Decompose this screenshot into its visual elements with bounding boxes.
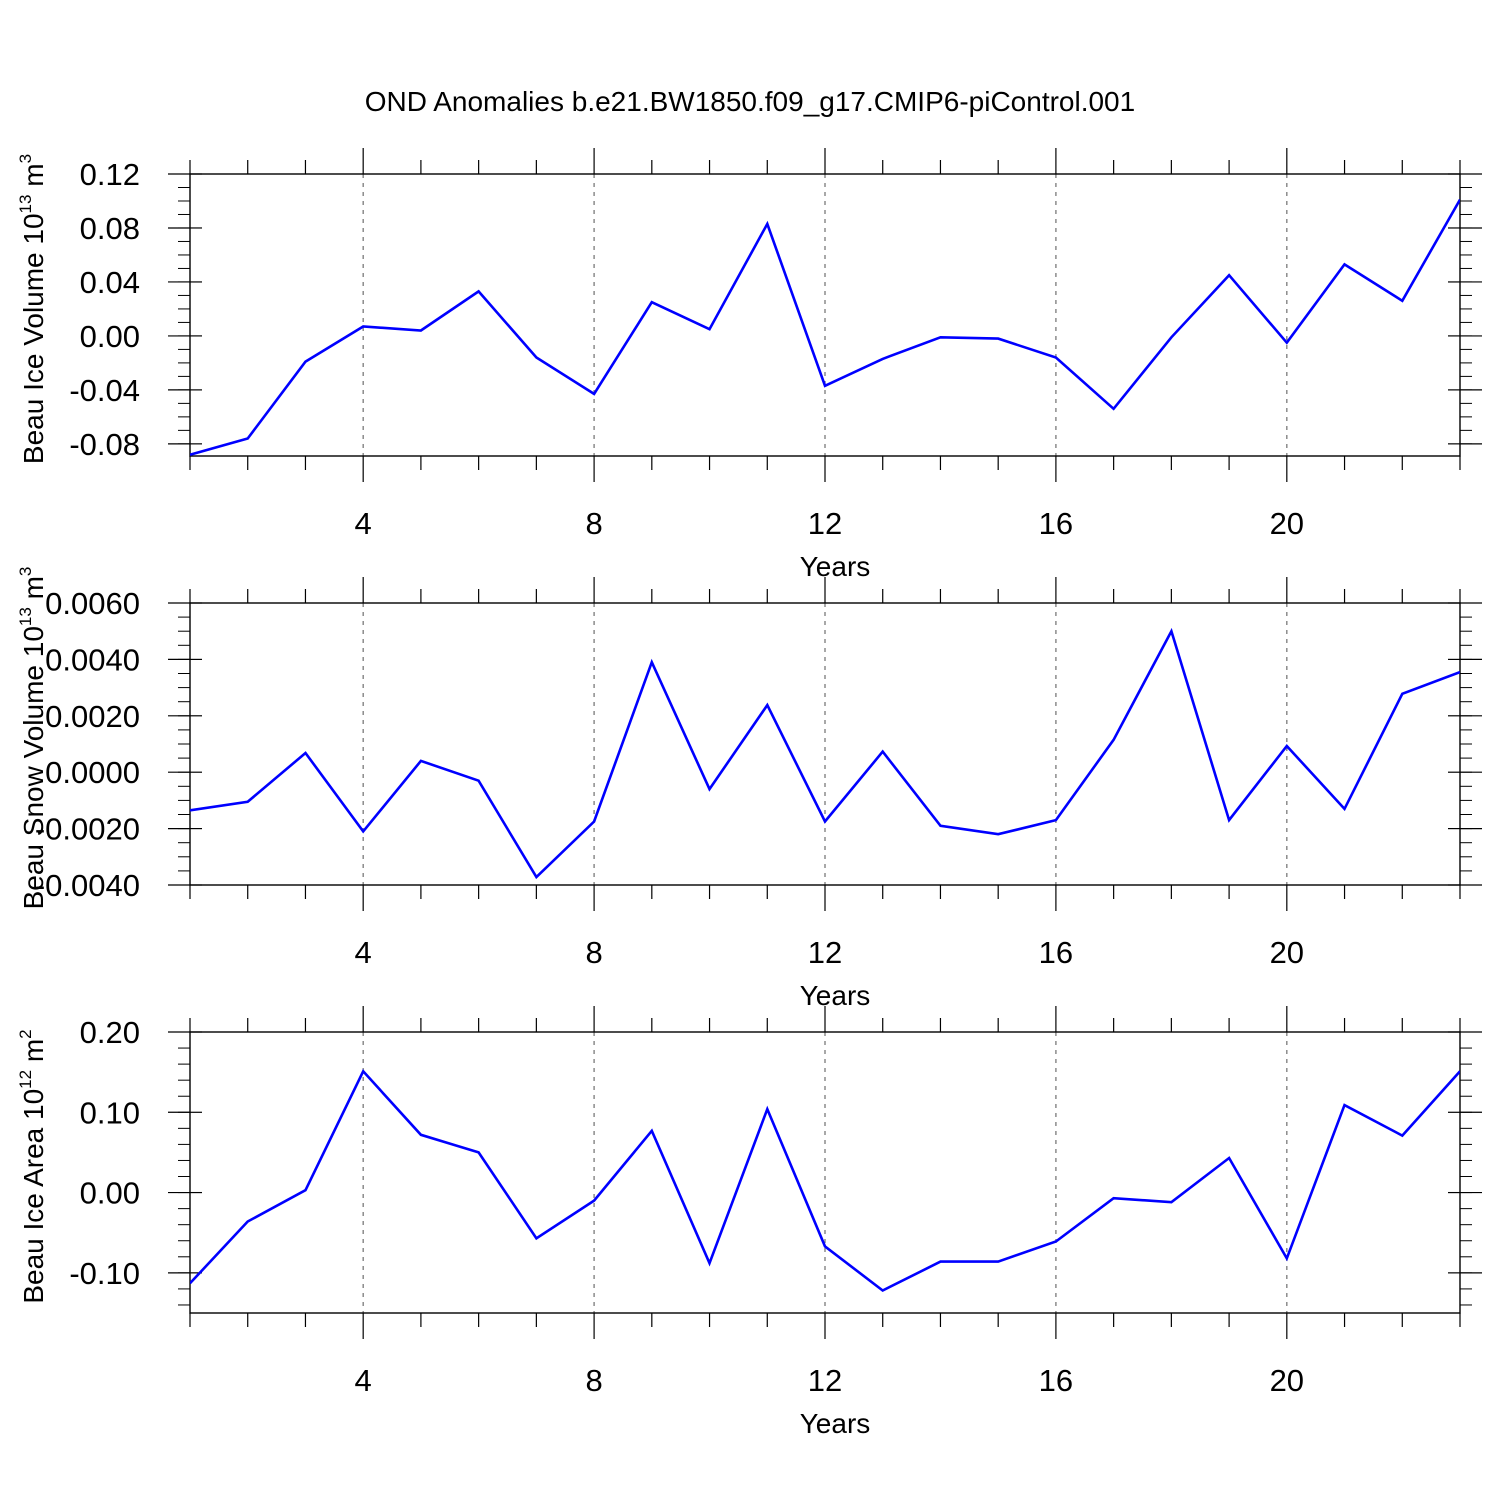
y-tick-label: 0.20 xyxy=(80,1015,140,1050)
plot-frame xyxy=(189,173,1461,457)
y-axis-title: Beau Snow Volume 1013 m3 xyxy=(16,567,49,910)
y-tick-label: 0.0000 xyxy=(45,755,140,790)
y-axis-title: Beau Ice Area 1012 m2 xyxy=(16,1029,49,1303)
x-axis-title: Years xyxy=(800,980,871,1011)
y-axis-title-part: Beau Snow Volume 10 xyxy=(18,626,49,909)
x-tick-label: 12 xyxy=(808,1363,842,1398)
y-axis-title-superscript: 3 xyxy=(16,567,35,576)
y-tick-label: -0.0020 xyxy=(35,812,140,847)
x-tick-label: 4 xyxy=(355,1363,372,1398)
y-tick-label: 0.00 xyxy=(80,1176,140,1211)
y-tick-label: 0.08 xyxy=(80,211,140,246)
x-tick-label: 8 xyxy=(585,935,602,970)
y-tick-label: 0.0060 xyxy=(45,586,140,621)
panel-3: -0.10 0.00 0.10 0.20 4 8 12 16 20 Years Beau Ice A… xyxy=(16,1006,1482,1439)
plot-frame xyxy=(189,1031,1461,1314)
y-tick-label: 0.0020 xyxy=(45,699,140,734)
x-tick-label: 16 xyxy=(1039,506,1073,541)
x-tick-label: 4 xyxy=(355,506,372,541)
y-axis-title-part: Beau Ice Area 10 xyxy=(18,1089,49,1304)
y-axis-title-superscript: 13 xyxy=(16,607,35,626)
panel-1: -0.08 -0.04 0.00 0.04 0.08 0.12 4 8 12 16 20 Years B… xyxy=(16,148,1482,582)
series-line xyxy=(190,1069,1460,1293)
y-axis-title-superscript: 12 xyxy=(16,1070,35,1089)
y-axis-title-superscript: 13 xyxy=(16,195,35,214)
x-axis-title: Years xyxy=(800,1408,871,1439)
y-axis-title-superscript: 2 xyxy=(16,1029,35,1038)
x-tick-label: 8 xyxy=(585,1363,602,1398)
x-tick-label: 20 xyxy=(1270,506,1304,541)
y-axis-title-superscript: 3 xyxy=(16,154,35,163)
figure-title: OND Anomalies b.e21.BW1850.f09_g17.CMIP6… xyxy=(364,86,1136,117)
x-tick-label: 20 xyxy=(1270,935,1304,970)
y-tick-label: 0.00 xyxy=(80,319,140,354)
y-axis-title-part: m xyxy=(18,1039,49,1070)
y-axis-title: Beau Ice Volume 1013 m3 xyxy=(16,154,49,464)
x-tick-label: 20 xyxy=(1270,1363,1304,1398)
y-tick-label: -0.10 xyxy=(69,1256,140,1291)
series-line xyxy=(190,627,1460,880)
y-tick-label: 0.12 xyxy=(80,157,140,192)
y-axis-title-part: m xyxy=(18,163,49,194)
x-tick-label: 8 xyxy=(585,506,602,541)
x-tick-label: 12 xyxy=(808,506,842,541)
x-tick-label: 16 xyxy=(1039,935,1073,970)
plot-frame xyxy=(189,602,1461,886)
y-tick-label: 0.04 xyxy=(80,265,140,300)
series-line xyxy=(190,198,1460,456)
x-tick-label: 4 xyxy=(355,935,372,970)
y-tick-label: 0.10 xyxy=(80,1095,140,1130)
y-tick-label: -0.0040 xyxy=(35,868,140,903)
x-axis-title: Years xyxy=(800,551,871,582)
y-tick-label: -0.04 xyxy=(69,373,140,408)
x-tick-label: 16 xyxy=(1039,1363,1073,1398)
panel-2: -0.0040 -0.0020 0.0000 0.0020 0.0040 0.0060 4 8… xyxy=(16,567,1482,1011)
x-tick-label: 12 xyxy=(808,935,842,970)
y-axis-title-part: m xyxy=(18,576,49,607)
y-axis-title-part: Beau Ice Volume 10 xyxy=(18,213,49,464)
y-tick-label: 0.0040 xyxy=(45,642,140,677)
y-tick-label: -0.08 xyxy=(69,427,140,462)
